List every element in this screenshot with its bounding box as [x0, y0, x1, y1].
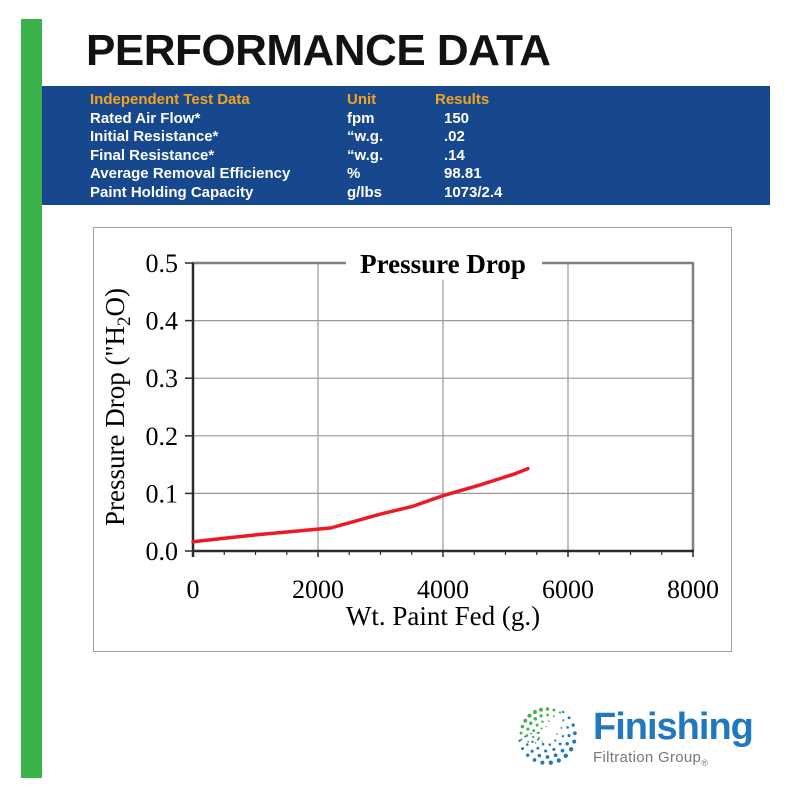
col-header-test-data: Independent Test Data [90, 91, 250, 108]
logo-subtitle-text: Filtration Group [593, 749, 702, 766]
row-unit: “w.g. [347, 128, 384, 145]
row-unit: % [347, 165, 361, 182]
logo-subtitle: Filtration Group® [593, 749, 753, 768]
svg-text:0.1: 0.1 [146, 479, 179, 508]
performance-table: Independent Test Data Unit Results Rated… [42, 86, 770, 205]
col-header-results: Results [435, 91, 490, 108]
svg-text:0.3: 0.3 [146, 364, 179, 393]
row-result: .02 [444, 128, 465, 145]
page-title: PERFORMANCE DATA [86, 26, 551, 75]
table-row: Initial Resistance* “w.g. .02 [42, 128, 770, 147]
svg-text:8000: 8000 [667, 575, 719, 604]
left-accent-bar [21, 19, 42, 778]
row-unit: fpm [347, 109, 375, 127]
row-label: Average Removal Efficiency [90, 165, 291, 182]
svg-text:0: 0 [187, 575, 200, 604]
svg-text:0.4: 0.4 [146, 307, 179, 336]
row-result: .14 [444, 146, 465, 164]
svg-text:0.0: 0.0 [146, 537, 179, 566]
registered-mark: ® [701, 758, 709, 768]
svg-text:6000: 6000 [542, 575, 594, 604]
row-result: 150 [444, 109, 470, 127]
logo-text: Finishing Filtration Group® [593, 706, 754, 768]
table-row: Paint Holding Capacity g/lbs 1073/2.4 [42, 184, 770, 203]
row-label: Initial Resistance* [90, 128, 219, 145]
table-row: Average Removal Efficiency % 98.81 [42, 165, 770, 184]
svg-text:Wt. Paint Fed (g.): Wt. Paint Fed (g.) [346, 601, 540, 631]
svg-text:Pressure Drop ("H2O): Pressure Drop ("H2O) [100, 288, 135, 526]
pressure-drop-chart-svg: 0.0 0.1 0.2 0.3 0.4 0.5 0 2000 4000 6000 8000 Wt. P… [100, 246, 719, 631]
row-result: 98.81 [444, 165, 482, 182]
logo-swirl-icon [518, 707, 577, 765]
svg-text:2000: 2000 [292, 575, 344, 604]
table-row: Final Resistance* “w.g. .14 [42, 147, 770, 166]
finishing-logo: Finishing Filtration Group® [516, 695, 754, 777]
pressure-drop-chart: 0.0 0.1 0.2 0.3 0.4 0.5 0 2000 4000 6000 8000 Wt. P… [93, 227, 732, 652]
table-header-row: Independent Test Data Unit Results [42, 91, 770, 110]
logo-brand: Finishing [593, 706, 754, 748]
table-row: Rated Air Flow* fpm 150 [42, 110, 770, 129]
row-result: 1073/2.4 [444, 183, 503, 201]
svg-text:4000: 4000 [417, 575, 469, 604]
row-label: Final Resistance* [90, 146, 215, 164]
row-unit: g/lbs [347, 183, 383, 201]
row-label: Paint Holding Capacity [90, 183, 254, 201]
svg-text:0.5: 0.5 [146, 249, 179, 278]
col-header-unit: Unit [347, 91, 377, 108]
svg-text:0.2: 0.2 [146, 422, 179, 451]
row-unit: “w.g. [347, 146, 384, 164]
svg-text:Pressure Drop: Pressure Drop [360, 249, 526, 279]
row-label: Rated Air Flow* [90, 109, 201, 127]
